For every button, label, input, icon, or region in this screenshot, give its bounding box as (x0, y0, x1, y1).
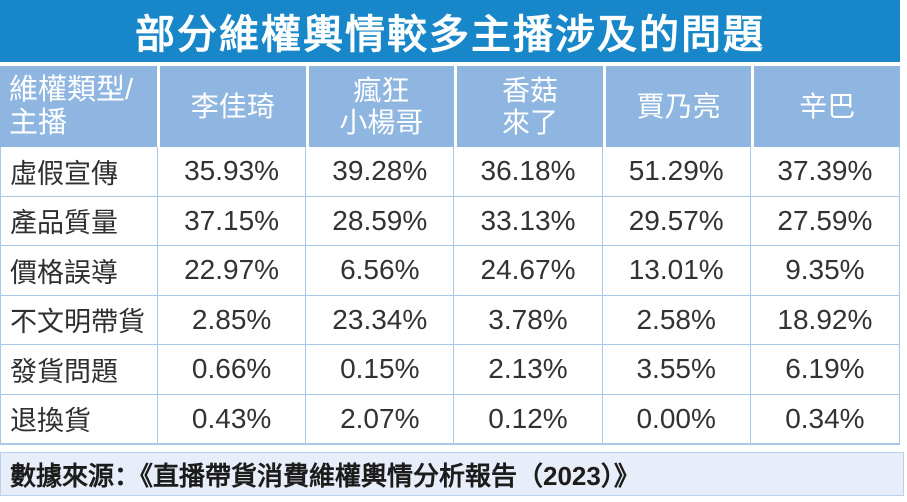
value-cell: 6.19% (785, 353, 865, 385)
row-label: 產品質量 (1, 196, 158, 245)
value-cell: 0.15% (306, 345, 455, 394)
value-cell: 0.34% (785, 402, 865, 434)
value-cell: 2.07% (306, 394, 455, 443)
column-header: 瘋狂 小楊哥 (308, 66, 455, 147)
row-label: 價格誤導 (1, 246, 158, 295)
column-header: 李佳琦 (160, 66, 306, 147)
value-cell: 28.59% (306, 196, 455, 245)
table-row: 價格誤導 22.97% 6.56% 24.67% 13.01% 9.35% (1, 246, 899, 296)
value-cell: 24.67% (454, 246, 603, 295)
corner-header: 維權類型/ 主播 (0, 66, 157, 147)
value-cell: 27.59% (777, 204, 873, 236)
value-cell: 51.29% (603, 147, 751, 196)
value-cell: 33.13% (454, 196, 603, 245)
value-cell: 9.35% (785, 254, 865, 286)
row-label: 發貨問題 (1, 345, 158, 394)
source-note: 數據來源：《直播帶貨消費維權輿情分析報告（2023）》 (0, 452, 904, 496)
value-cell: 6.56% (306, 246, 455, 295)
value-cell: 23.34% (306, 295, 455, 344)
value-cell: 2.58% (603, 295, 751, 344)
table-row: 退換貨 0.43% 2.07% 0.12% 0.00% 0.34% (1, 394, 899, 444)
value-cell: 37.39% (777, 155, 873, 187)
table-row: 不文明帶貨 2.85% 23.34% 3.78% 2.58% 18.92% (1, 295, 899, 345)
column-header: 賈乃亮 (605, 66, 752, 147)
value-cell: 36.18% (454, 147, 603, 196)
column-header: 辛巴 (754, 66, 900, 147)
row-label: 不文明帶貨 (1, 295, 158, 344)
value-cell: 3.78% (454, 295, 603, 344)
value-cell: 29.57% (603, 196, 751, 245)
table-row: 虛假宣傳 35.93% 39.28% 36.18% 51.29% 37.39% (1, 147, 899, 197)
column-header: 香菇 來了 (457, 66, 603, 147)
header-row: 維權類型/ 主播 李佳琦 瘋狂 小楊哥 香菇 來了 賈乃亮 辛巴 (0, 66, 900, 147)
value-cell: 37.15% (158, 196, 307, 245)
value-cell: 3.55% (603, 345, 751, 394)
value-cell: 0.12% (454, 394, 603, 443)
table-body: 虛假宣傳 35.93% 39.28% 36.18% 51.29% 37.39% 產品質量 37… (0, 147, 900, 445)
page-title: 部分維權輿情較多主播涉及的問題 (0, 0, 900, 62)
value-cell: 18.92% (777, 303, 873, 335)
value-cell: 35.93% (158, 147, 307, 196)
value-cell: 2.13% (454, 345, 603, 394)
row-label: 退換貨 (1, 394, 158, 443)
value-cell: 13.01% (603, 246, 751, 295)
value-cell: 0.66% (158, 345, 307, 394)
row-label: 虛假宣傳 (1, 147, 158, 196)
value-cell: 0.00% (603, 394, 751, 443)
value-cell: 0.43% (158, 394, 307, 443)
value-cell: 2.85% (158, 295, 307, 344)
value-cell: 39.28% (306, 147, 455, 196)
table-row: 產品質量 37.15% 28.59% 33.13% 29.57% 27.59% (1, 196, 899, 246)
value-cell: 22.97% (158, 246, 307, 295)
table-row: 發貨問題 0.66% 0.15% 2.13% 3.55% 6.19% (1, 345, 899, 395)
